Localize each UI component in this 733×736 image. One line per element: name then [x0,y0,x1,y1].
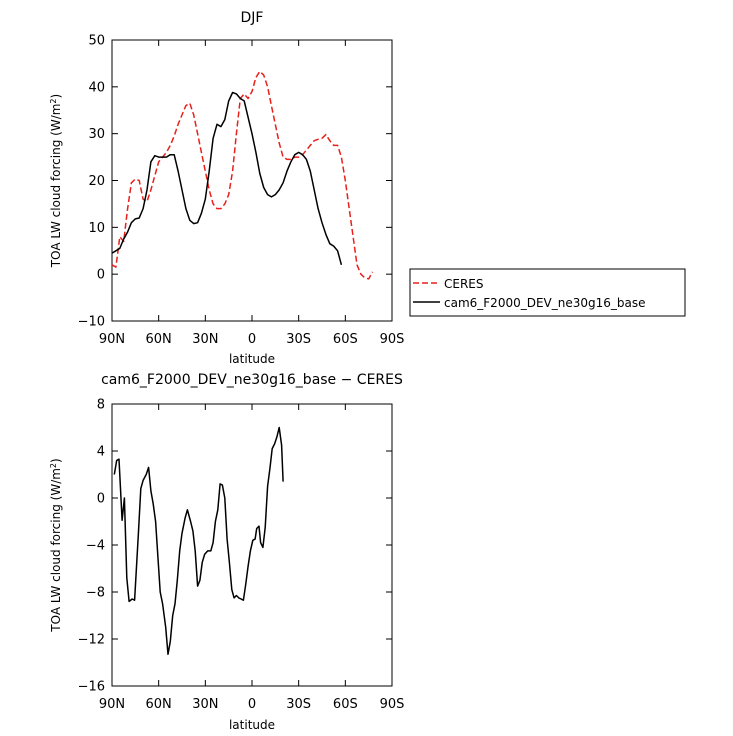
y-tick-label: −4 [86,539,105,554]
y-tick-label: 4 [97,445,105,460]
x-tick-label: 60N [146,332,172,347]
chart-bottom-y-axis: −16 −12 −8 −4 0 4 8 [78,398,392,695]
x-tick-label: 30N [192,332,218,347]
x-tick-label: 0 [248,697,256,712]
x-tick-label: 90N [99,332,125,347]
chart-top-legend: CERES cam6_F2000_DEV_ne30g16_base [409,268,686,317]
y-tick-label: 10 [88,221,105,236]
series-line-difference [113,426,284,656]
series-line-ceres [111,70,374,280]
x-tick-label: 60N [146,697,172,712]
x-tick-label: 90S [380,697,405,712]
x-tick-label: 30S [286,332,311,347]
legend-box [409,268,686,317]
y-tick-label: 0 [97,492,105,507]
legend-label-model: cam6_F2000_DEV_ne30g16_base [444,296,646,310]
y-tick-label: 8 [97,398,105,413]
chart-top-y-axis-label: TOA LW cloud forcing (W/m2) [49,94,64,268]
chart-bottom-x-axis: 90N 60N 30N 0 30S 60S 90S [99,404,405,712]
chart-bottom-y-axis-label-close: ) [49,458,63,463]
x-tick-label: 60S [333,332,358,347]
y-tick-label: 20 [88,174,105,189]
y-tick-label: −8 [86,586,105,601]
chart-bottom-x-axis-label: latitude [229,718,275,732]
y-tick-label: 0 [97,268,105,283]
x-tick-label: 90S [380,332,405,347]
chart-bottom-y-axis-label: TOA LW cloud forcing (W/m2) [49,458,64,632]
chart-top-y-axis-label-close: ) [49,94,63,99]
y-tick-label: 50 [88,34,105,49]
chart-top-title: DJF [241,10,264,26]
chart-top-x-axis-label: latitude [229,352,275,366]
series-line-cam6-f2000-dev-ne30g16-base [111,91,343,265]
chart-top-x-axis: 90N 60N 30N 0 30S 60S 90S [99,40,405,347]
chart-bottom-y-axis-label-main: TOA LW cloud forcing (W/m [49,468,63,633]
x-tick-label: 90N [99,697,125,712]
y-tick-label: −16 [78,680,105,695]
chart-top-series-group [111,70,374,280]
legend-label-ceres: CERES [444,277,484,291]
chart-top-y-axis-label-sup: 2 [49,98,58,103]
x-tick-label: 60S [333,697,358,712]
y-tick-label: −12 [78,633,105,648]
x-tick-label: 0 [248,332,256,347]
x-tick-label: 30S [286,697,311,712]
y-tick-label: 30 [88,127,105,142]
chart-bottom-series-group [113,426,284,656]
y-tick-label: −10 [78,315,105,330]
chart-bottom-y-axis-label-sup: 2 [49,463,58,468]
chart-top-y-axis-label-main: TOA LW cloud forcing (W/m [49,104,63,269]
y-tick-label: 40 [88,80,105,95]
x-tick-label: 30N [192,697,218,712]
chart-bottom: cam6_F2000_DEV_ne30g16_base − CERES −16−… [49,372,405,732]
chart-top-y-axis: −10 0 10 20 30 40 50 [78,34,392,330]
chart-top: DJF −10 0 10 20 30 40 50 90N 60N 30N 0 30S 60S 90S l… [49,10,686,366]
chart-bottom-title: cam6_F2000_DEV_ne30g16_base − CERES [101,372,403,388]
